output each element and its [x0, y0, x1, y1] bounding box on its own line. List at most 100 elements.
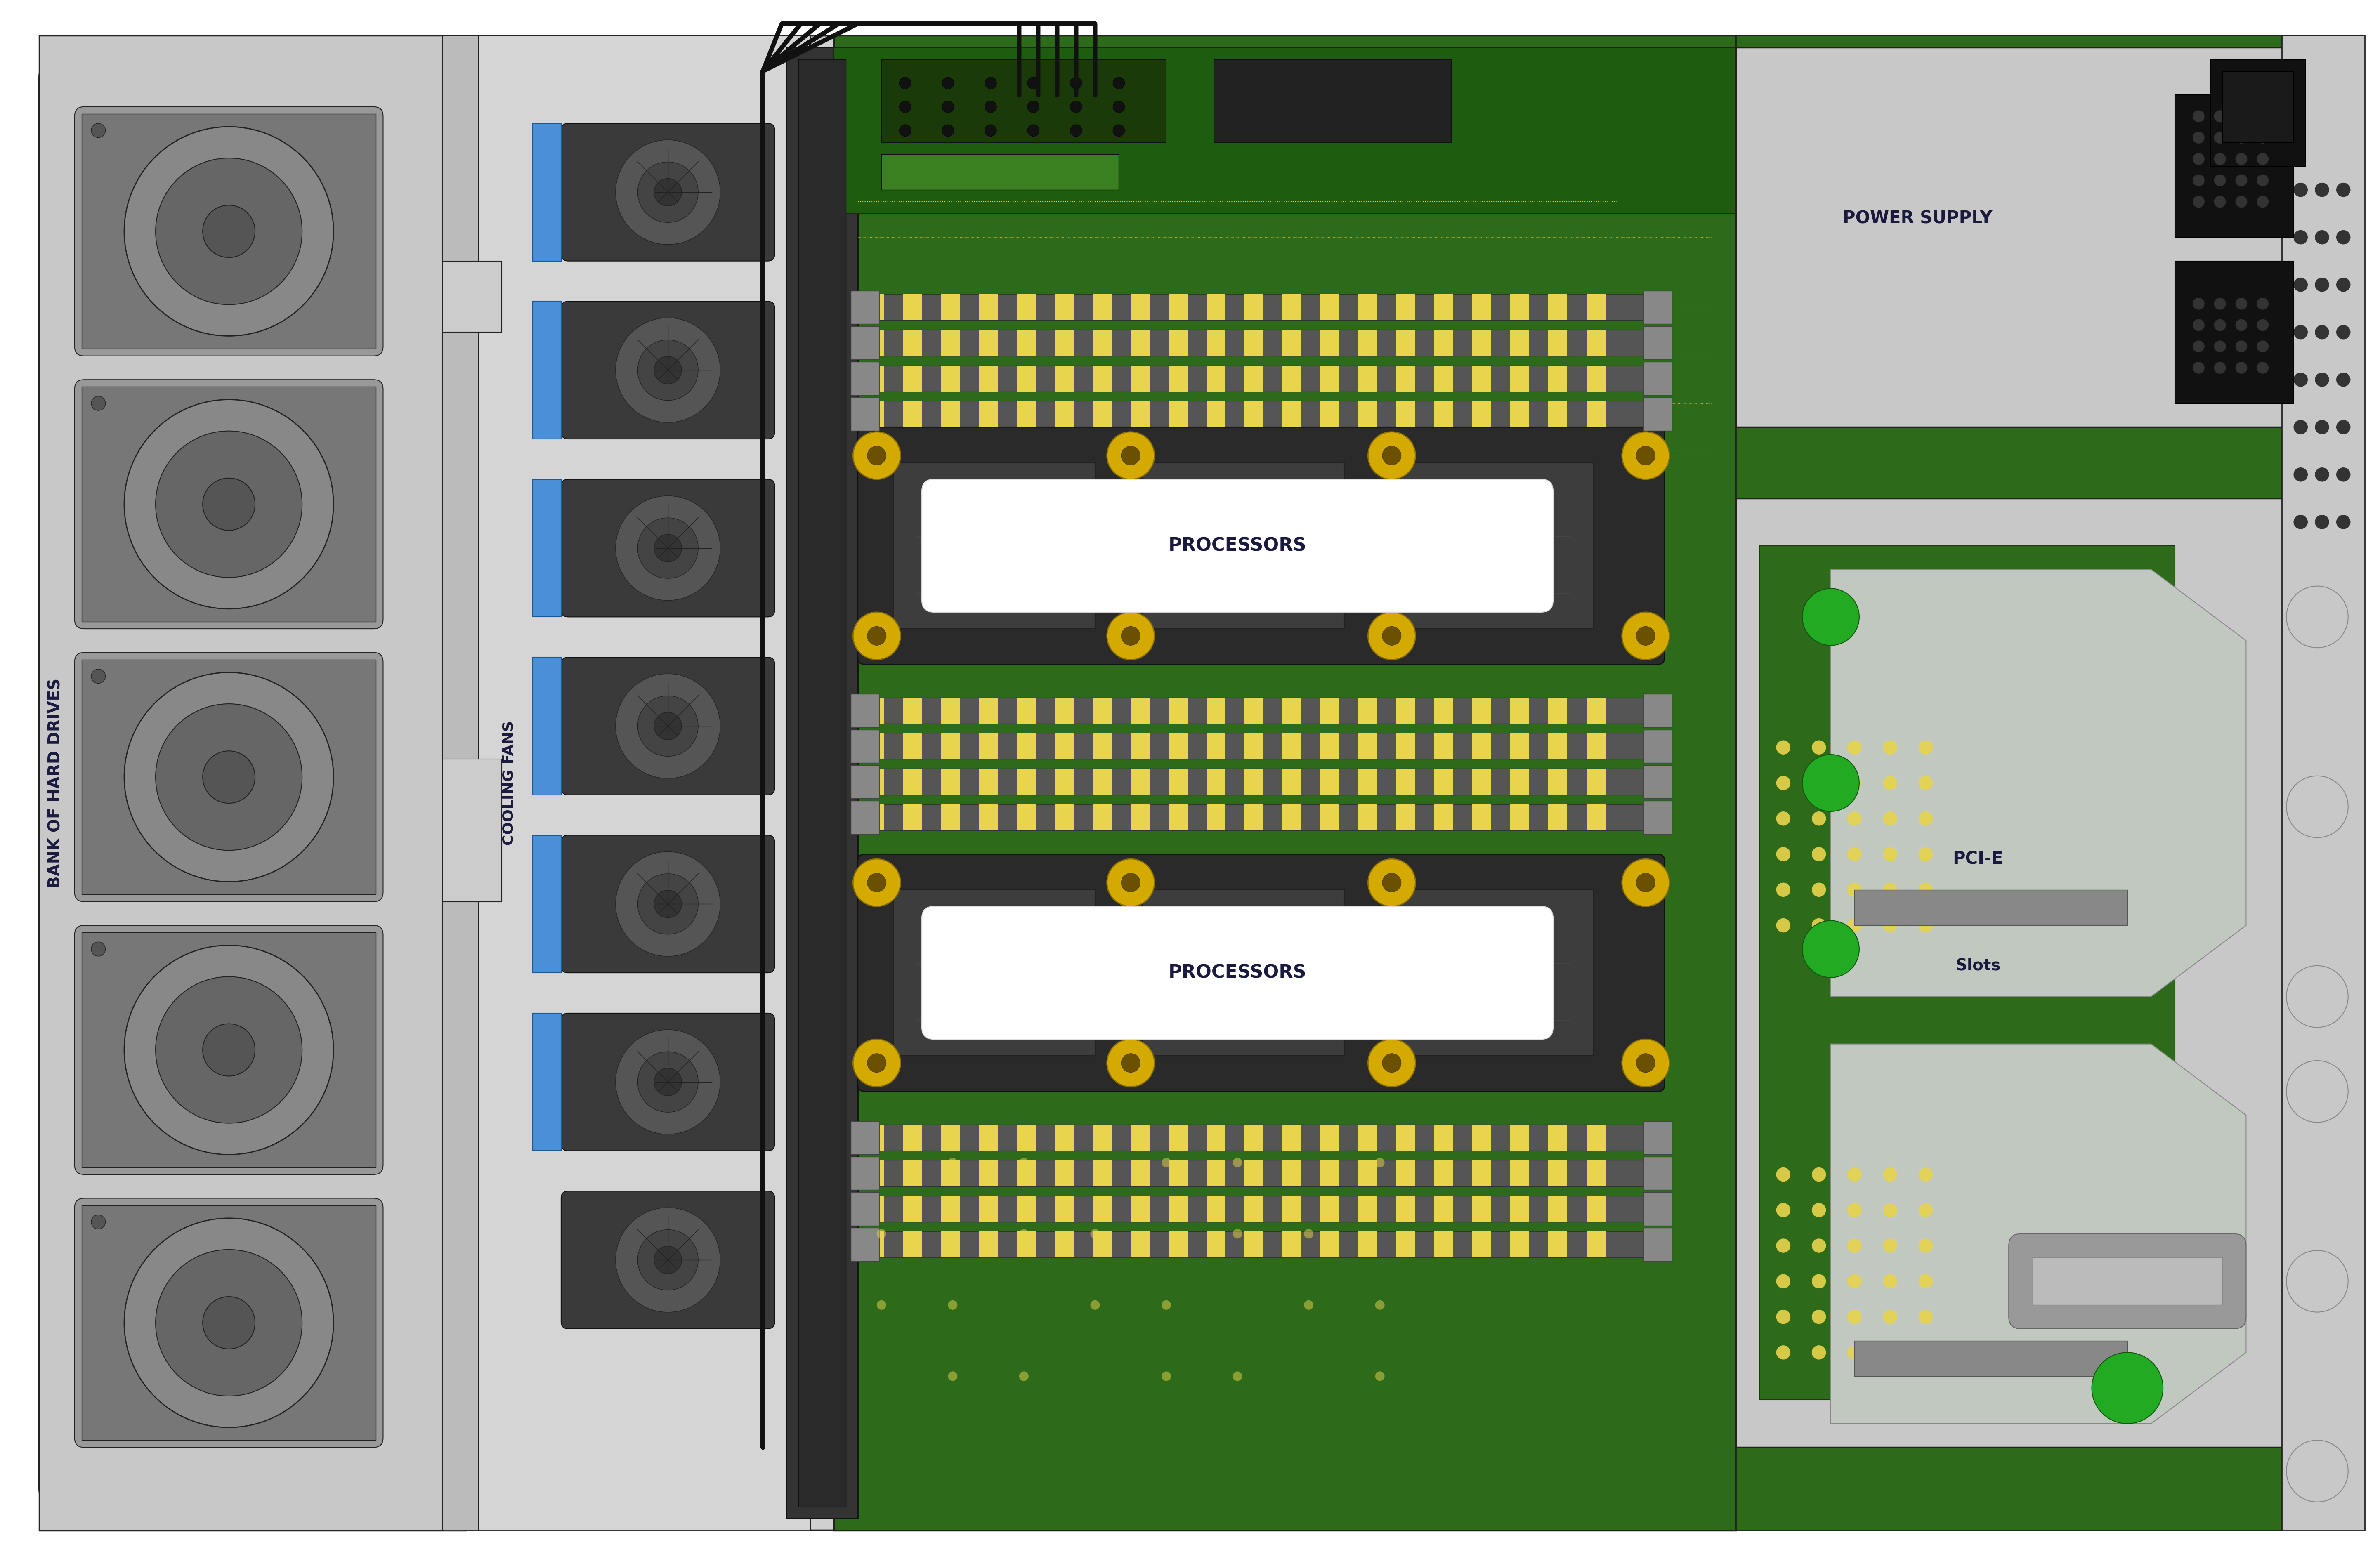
Bar [1207, 805, 1226, 830]
Circle shape [1635, 874, 1654, 893]
Bar [902, 805, 921, 830]
Circle shape [2337, 515, 2351, 529]
Circle shape [1383, 874, 1402, 893]
Circle shape [1811, 1203, 1825, 1217]
Bar [1642, 362, 1671, 395]
Circle shape [2235, 174, 2247, 186]
Bar [2175, 262, 2294, 404]
Bar [1130, 365, 1150, 392]
Circle shape [1107, 858, 1154, 907]
Circle shape [124, 672, 333, 882]
Bar [1511, 401, 1530, 428]
Bar [50, 47, 2330, 189]
Circle shape [90, 124, 105, 138]
Bar [443, 760, 502, 902]
FancyBboxPatch shape [74, 653, 383, 902]
Bar [1016, 697, 1035, 723]
Bar [1549, 805, 1568, 830]
Bar [1397, 697, 1416, 723]
Circle shape [654, 889, 681, 918]
Circle shape [2192, 110, 2204, 122]
Bar [902, 1196, 921, 1221]
Bar [1397, 733, 1416, 760]
Bar [1359, 769, 1378, 796]
Bar [1130, 1196, 1150, 1221]
Bar [864, 1196, 883, 1221]
Bar [1435, 805, 1454, 830]
Bar [1549, 365, 1568, 392]
Circle shape [2092, 1353, 2163, 1423]
Bar [1283, 1231, 1302, 1257]
Bar [1283, 805, 1302, 830]
Bar [857, 697, 1664, 723]
Circle shape [2256, 110, 2268, 122]
Circle shape [202, 1297, 255, 1348]
Circle shape [985, 77, 997, 89]
Bar [1511, 805, 1530, 830]
Circle shape [2213, 196, 2225, 208]
Circle shape [1883, 1345, 1897, 1359]
Circle shape [1621, 1040, 1668, 1087]
Circle shape [2316, 277, 2330, 291]
Bar [1016, 805, 1035, 830]
Bar [1359, 365, 1378, 392]
Circle shape [866, 1054, 885, 1073]
Circle shape [2235, 319, 2247, 330]
Circle shape [1121, 1054, 1140, 1073]
Circle shape [1847, 741, 1861, 755]
Circle shape [947, 1157, 957, 1167]
Circle shape [654, 1068, 681, 1096]
Bar [1397, 294, 1416, 321]
Bar [443, 36, 478, 1530]
Circle shape [1883, 883, 1897, 897]
Bar [1587, 330, 1604, 355]
Circle shape [2235, 196, 2247, 208]
Bar [1169, 365, 1188, 392]
Bar [850, 362, 878, 395]
Bar [1642, 730, 1671, 763]
Bar [1054, 294, 1073, 321]
Bar [1092, 401, 1111, 428]
Circle shape [1368, 612, 1416, 659]
Bar [1092, 769, 1111, 796]
Circle shape [1883, 847, 1897, 861]
Bar [1092, 1160, 1111, 1187]
Circle shape [638, 695, 697, 756]
Bar [1511, 1124, 1530, 1151]
Circle shape [876, 1300, 885, 1309]
Circle shape [124, 1218, 333, 1428]
Circle shape [1918, 1203, 1933, 1217]
Circle shape [1883, 1309, 1897, 1323]
Bar [533, 479, 562, 617]
Bar [1054, 1196, 1073, 1221]
Bar [1642, 291, 1671, 324]
Circle shape [2213, 174, 2225, 186]
Bar [1169, 697, 1188, 723]
Bar [1283, 697, 1302, 723]
Bar [1587, 697, 1604, 723]
Bar [1016, 330, 1035, 355]
Bar [850, 694, 878, 727]
Bar [1511, 1160, 1530, 1187]
Circle shape [1028, 125, 1040, 136]
Bar [1016, 733, 1035, 760]
Bar [1207, 401, 1226, 428]
Circle shape [2192, 153, 2204, 164]
Bar [857, 769, 1664, 796]
Circle shape [2192, 132, 2204, 144]
Bar [1207, 733, 1226, 760]
Bar [1435, 1231, 1454, 1257]
Bar [940, 769, 959, 796]
Bar [1321, 1160, 1340, 1187]
Circle shape [2192, 362, 2204, 374]
Circle shape [947, 1300, 957, 1309]
Circle shape [2294, 230, 2309, 244]
Circle shape [2256, 340, 2268, 352]
Bar [1473, 1196, 1492, 1221]
Circle shape [1635, 626, 1654, 645]
Bar [857, 1196, 1664, 1221]
Circle shape [2213, 362, 2225, 374]
Bar [1245, 401, 1264, 428]
Bar [881, 153, 1119, 189]
Bar [1016, 1124, 1035, 1151]
